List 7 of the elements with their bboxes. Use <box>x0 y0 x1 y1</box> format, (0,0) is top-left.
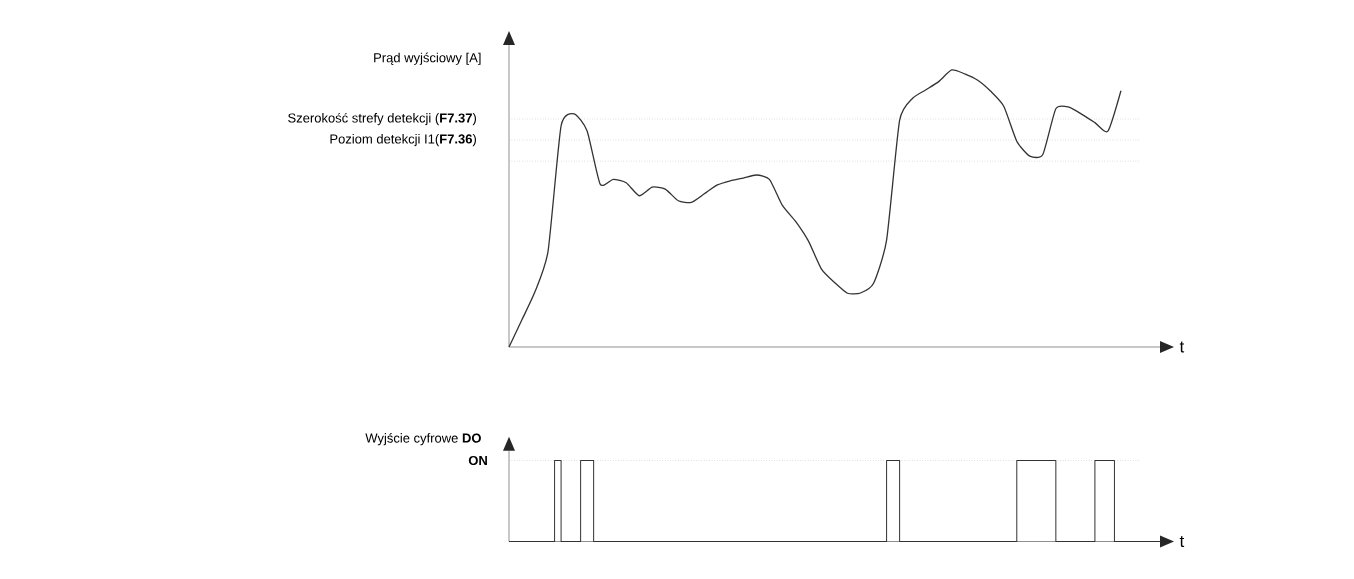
ref-line-label: ON <box>468 455 487 466</box>
y-axis-title: Wyjście cyfrowe DO <box>365 432 481 446</box>
ref-line-label: Szerokość strefy detekcji (F7.37) <box>288 112 476 126</box>
ref-line-label: Poziom detekcji I1(F7.36) <box>330 134 476 147</box>
y-axis-title: Prąd wyjściowy [A] <box>374 52 481 65</box>
x-axis-title: t <box>1179 535 1185 548</box>
x-axis-title: t <box>1179 341 1185 353</box>
